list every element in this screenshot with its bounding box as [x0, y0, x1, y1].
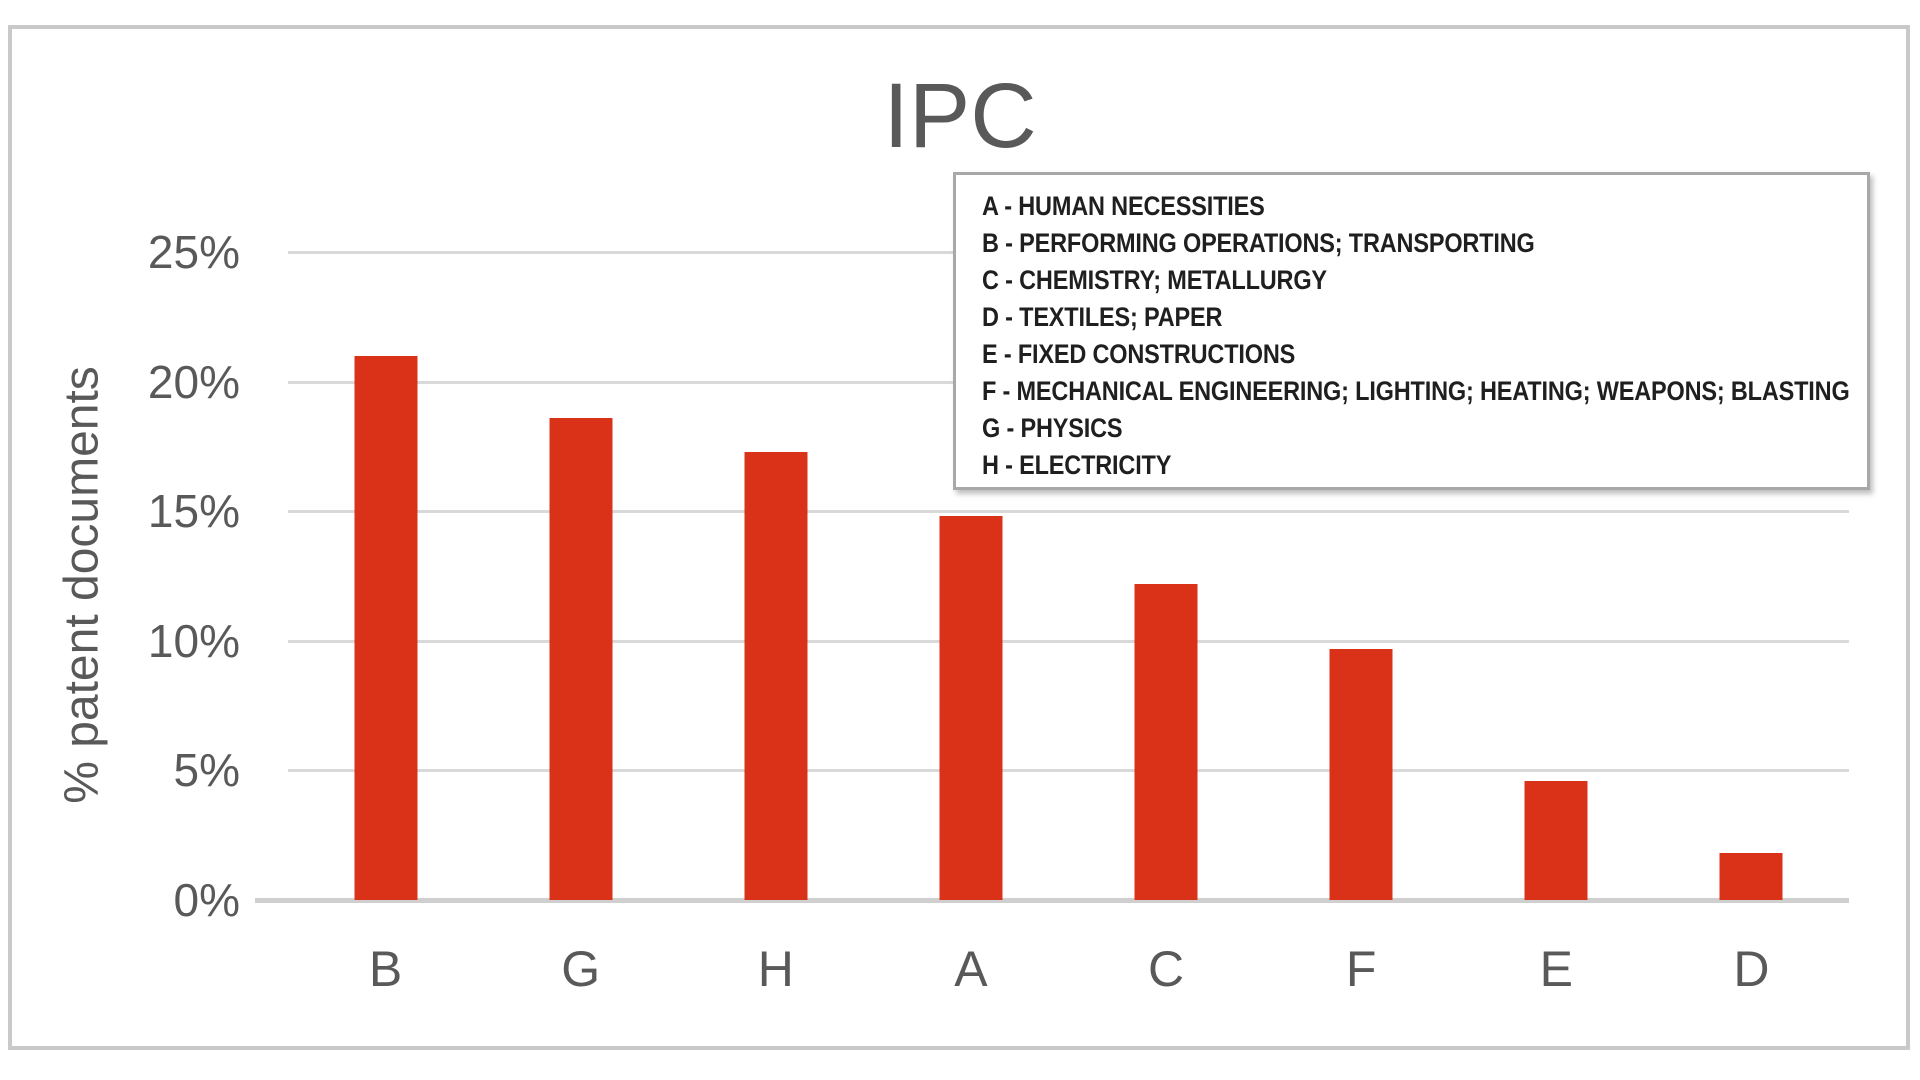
bar-slot-D: D — [1654, 252, 1849, 994]
y-tick-label-25: 25% — [147, 226, 240, 278]
bar-H — [744, 451, 808, 900]
y-tick-label-20: 20% — [147, 355, 240, 408]
x-tick-label-A: A — [954, 941, 988, 997]
bar-A — [939, 516, 1003, 900]
x-tick-label-E: E — [1539, 941, 1573, 997]
legend-item-D: D - TEXTILES; PAPER — [982, 302, 1223, 332]
bar-slot-E: E — [1459, 252, 1654, 994]
legend-item-H: H - ELECTRICITY — [982, 450, 1172, 480]
y-tick-label-5: 5% — [173, 744, 240, 797]
chart-frame — [8, 25, 1910, 1050]
bar-slot-A: A — [873, 252, 1068, 994]
bar-slot-G: G — [483, 252, 678, 994]
bar-G — [549, 417, 613, 900]
legend-item-G: G - PHYSICS — [982, 413, 1123, 443]
x-axis-line — [255, 898, 1849, 903]
bar-slot-C: C — [1069, 252, 1264, 994]
bar-F — [1329, 648, 1393, 900]
y-tick-label-10: 10% — [147, 614, 240, 667]
bar-C — [1134, 583, 1198, 900]
bar-slot-B: B — [288, 252, 483, 994]
bar-slot-H: H — [678, 252, 873, 994]
x-tick-label-H: H — [757, 941, 794, 997]
x-tick-label-C: C — [1148, 941, 1185, 997]
bar-B — [354, 355, 418, 900]
chart-title: IPC — [883, 65, 1037, 167]
y-tick-label-15: 15% — [147, 485, 240, 538]
bar-D — [1719, 853, 1783, 900]
legend-item-A: A - HUMAN NECESSITIES — [982, 191, 1265, 221]
gridline-5 — [288, 769, 1849, 773]
x-tick-label-B: B — [368, 941, 403, 997]
gridline-15 — [288, 510, 1849, 514]
legend-item-E: E - FIXED CONSTRUCTIONS — [982, 339, 1296, 369]
legend-item-B: B - PERFORMING OPERATIONS; TRANSPORTING — [982, 228, 1535, 258]
bar-E — [1524, 780, 1588, 900]
legend-item-C: C - CHEMISTRY; METALLURGY — [982, 265, 1327, 295]
x-tick-label-F: F — [1345, 941, 1377, 997]
legend-item-F: F - MECHANICAL ENGINEERING; LIGHTING; HE… — [982, 376, 1850, 406]
bar-slot-F: F — [1264, 252, 1459, 994]
y-tick-label-0: 0% — [173, 874, 240, 926]
legend: A - HUMAN NECESSITIES B - PERFORMING OPER… — [953, 172, 1870, 490]
x-tick-label-G: G — [561, 941, 601, 997]
gridline-10 — [288, 639, 1849, 643]
y-axis-title: % patent documents — [55, 366, 109, 804]
x-tick-label-D: D — [1733, 941, 1770, 997]
